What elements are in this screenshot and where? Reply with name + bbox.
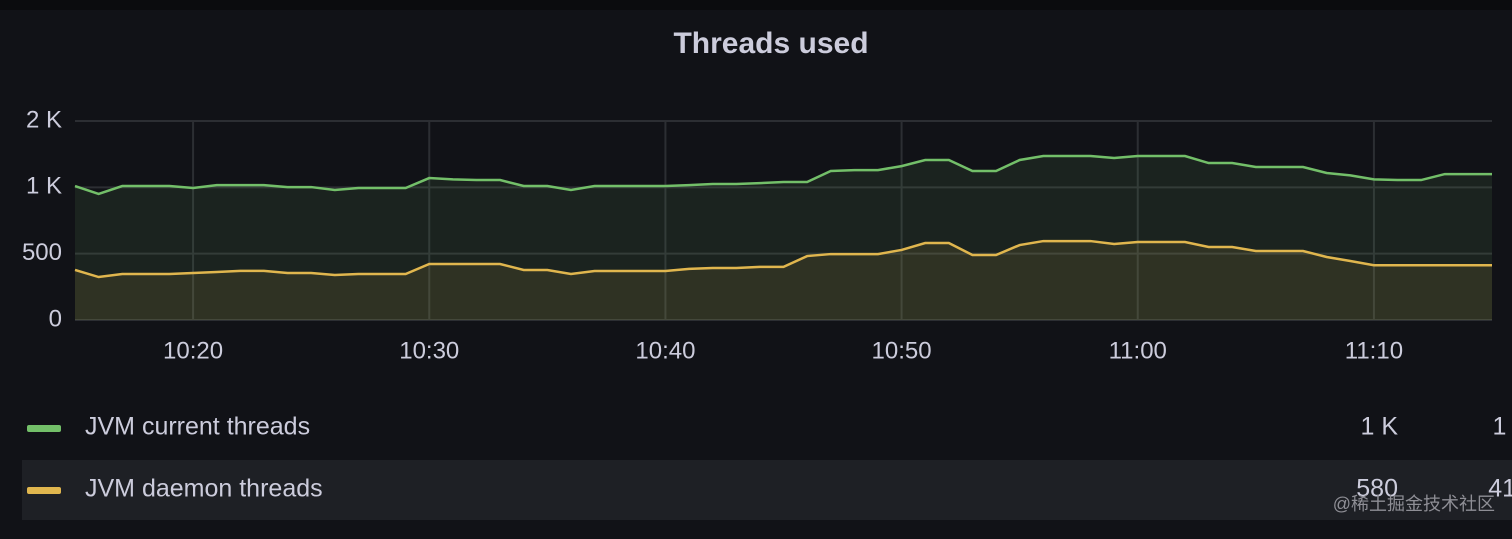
- watermark: @稀土掘金技术社区: [1333, 494, 1495, 514]
- area: [75, 156, 1492, 320]
- x-tick-label: 10:50: [872, 337, 932, 364]
- x-tick-label: 10:30: [399, 337, 459, 364]
- legend-row-bg: [22, 460, 1512, 520]
- chart-title: Threads used: [673, 27, 868, 60]
- legend-label: JVM current threads: [85, 413, 310, 441]
- legend-stat: 1 K: [1360, 413, 1398, 441]
- x-tick-label: 10:20: [163, 337, 223, 364]
- legend-label: JVM daemon threads: [85, 475, 323, 503]
- x-tick-label: 10:40: [635, 337, 695, 364]
- legend-stat: 1 K: [1492, 413, 1512, 441]
- x-tick-label: 11:00: [1109, 337, 1167, 364]
- y-tick-label: 500: [22, 239, 62, 266]
- legend-swatch: [27, 487, 61, 494]
- line: [74, 154, 1492, 196]
- x-tick-label: 11:10: [1345, 337, 1403, 364]
- y-tick-label: 2 K: [26, 106, 62, 133]
- y-tick-label: 1 K: [26, 173, 62, 200]
- top-bar: [0, 0, 1512, 10]
- legend-stat: 580: [1356, 475, 1398, 503]
- legend-stat: 413: [1488, 475, 1512, 503]
- y-tick-label: 0: [49, 305, 62, 332]
- legend-swatch: [27, 425, 61, 432]
- line: [74, 239, 1492, 279]
- area: [75, 241, 1492, 320]
